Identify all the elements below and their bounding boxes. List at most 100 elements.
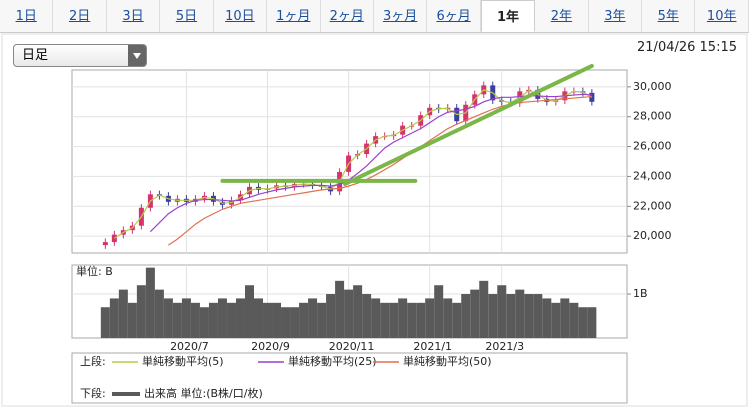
- tab[interactable]: 10年: [695, 0, 749, 32]
- volume-bar: [578, 307, 588, 338]
- volume-bar: [263, 302, 273, 338]
- volume-bar: [109, 298, 119, 338]
- tab-bar: 1日 2日 3日 5日 10日 1ヶ月 2ヶ月 3ヶ月 6ヶ月 1年 2年 3年 5年 10年: [0, 0, 749, 33]
- volume-bar: [425, 298, 435, 338]
- volume-bar: [335, 280, 345, 338]
- volume-bar: [434, 285, 444, 338]
- volume-bar: [479, 280, 489, 338]
- volume-bar: [244, 285, 254, 338]
- dropdown-label: 日足: [22, 48, 49, 63]
- volume-bar: [470, 289, 480, 338]
- volume-bar: [226, 302, 236, 338]
- volume-bar: [371, 298, 381, 338]
- volume-bar: [199, 307, 209, 338]
- tab[interactable]: 3年: [589, 0, 643, 32]
- tab[interactable]: 5日: [160, 0, 214, 32]
- volume-bar: [389, 302, 399, 338]
- volume-bar: [190, 302, 200, 338]
- y-tick-label: 30,000: [633, 80, 672, 93]
- y-tick-label: 26,000: [633, 140, 672, 153]
- volume-bar: [569, 302, 579, 338]
- y-tick-label: 20,000: [633, 229, 672, 242]
- volume-bar: [181, 298, 191, 338]
- y-tick-label: 28,000: [633, 110, 672, 123]
- tab[interactable]: 5年: [642, 0, 696, 32]
- legend-entry: 単純移動平均(25): [288, 354, 377, 368]
- volume-bar: [452, 302, 462, 338]
- volume-bar: [317, 302, 327, 338]
- volume-bar: [235, 298, 245, 338]
- volume-bar: [136, 285, 146, 338]
- volume-bar: [145, 267, 155, 338]
- trend-line: [342, 63, 594, 186]
- tab[interactable]: 1ヶ月: [267, 0, 321, 32]
- volume-bar: [542, 298, 552, 338]
- tab[interactable]: 1年: [480, 0, 536, 32]
- volume-bar: [488, 294, 498, 338]
- volume-bar: [497, 285, 507, 338]
- legend-label: 上段:: [80, 354, 106, 368]
- volume-bar: [344, 289, 354, 338]
- volume-bar: [380, 302, 390, 338]
- volume-bar: [281, 307, 291, 338]
- unit-label: 単位: B: [76, 264, 113, 278]
- volume-bar: [551, 302, 561, 338]
- volume-bar: [353, 285, 363, 338]
- volume-bar: [172, 302, 182, 338]
- y-tick-label: 24,000: [633, 169, 672, 182]
- volume-bar: [154, 289, 164, 338]
- volume-bar: [217, 298, 227, 338]
- tab[interactable]: 6ヶ月: [427, 0, 481, 32]
- dropdown[interactable]: 日足: [13, 44, 147, 67]
- volume-bar: [524, 294, 534, 338]
- x-tick-label: 2020/7: [170, 340, 209, 353]
- y-tick-label: 1B: [633, 287, 648, 300]
- tab[interactable]: 2年: [535, 0, 589, 32]
- tab[interactable]: 10日: [214, 0, 268, 32]
- volume-bar: [416, 302, 426, 338]
- volume-bar: [326, 294, 336, 338]
- legend-entry: 単純移動平均(5): [142, 354, 224, 368]
- frame: [1, 33, 748, 407]
- timestamp: 21/04/26 15:15: [637, 40, 737, 55]
- x-tick-label: 2021/3: [485, 340, 524, 353]
- volume-bar: [362, 294, 372, 338]
- volume-bar: [127, 302, 137, 338]
- ma-line: [168, 95, 592, 246]
- tab[interactable]: 1日: [0, 0, 54, 32]
- volume-bar: [272, 302, 282, 338]
- volume-bar: [407, 302, 417, 338]
- volume-bar: [461, 294, 471, 338]
- volume-bar: [506, 294, 516, 338]
- tab[interactable]: 2日: [53, 0, 107, 32]
- volume-bar: [163, 298, 173, 338]
- ma-line: [149, 93, 592, 233]
- volume-bar: [398, 298, 408, 338]
- volume-bar: [254, 298, 264, 338]
- volume-bar: [118, 289, 128, 338]
- candle-body: [102, 242, 108, 246]
- volume-bar: [100, 307, 110, 338]
- legend-entry: 単純移動平均(50): [403, 354, 492, 368]
- y-tick-label: 22,000: [633, 199, 672, 212]
- tab[interactable]: 3日: [107, 0, 161, 32]
- price-panel: [71, 69, 628, 254]
- volume-bar: [208, 302, 218, 338]
- legend-label: 下段:: [80, 386, 106, 400]
- volume-bar: [443, 298, 453, 338]
- x-tick-label: 2020/11: [329, 340, 375, 353]
- legend-entry: 出来高 単位:(B株/口/枚): [144, 386, 263, 400]
- dropdown-button[interactable]: [128, 45, 146, 66]
- volume-bar: [587, 307, 597, 338]
- volume-bar: [308, 298, 318, 338]
- tab[interactable]: 2ヶ月: [321, 0, 374, 32]
- volume-bar: [533, 294, 543, 338]
- legend-box: [71, 352, 628, 404]
- x-tick-label: 2021/1: [413, 340, 452, 353]
- tab[interactable]: 3ヶ月: [374, 0, 428, 32]
- volume-bar: [299, 302, 309, 338]
- volume-bar: [560, 298, 570, 338]
- x-tick-label: 2020/9: [251, 340, 290, 353]
